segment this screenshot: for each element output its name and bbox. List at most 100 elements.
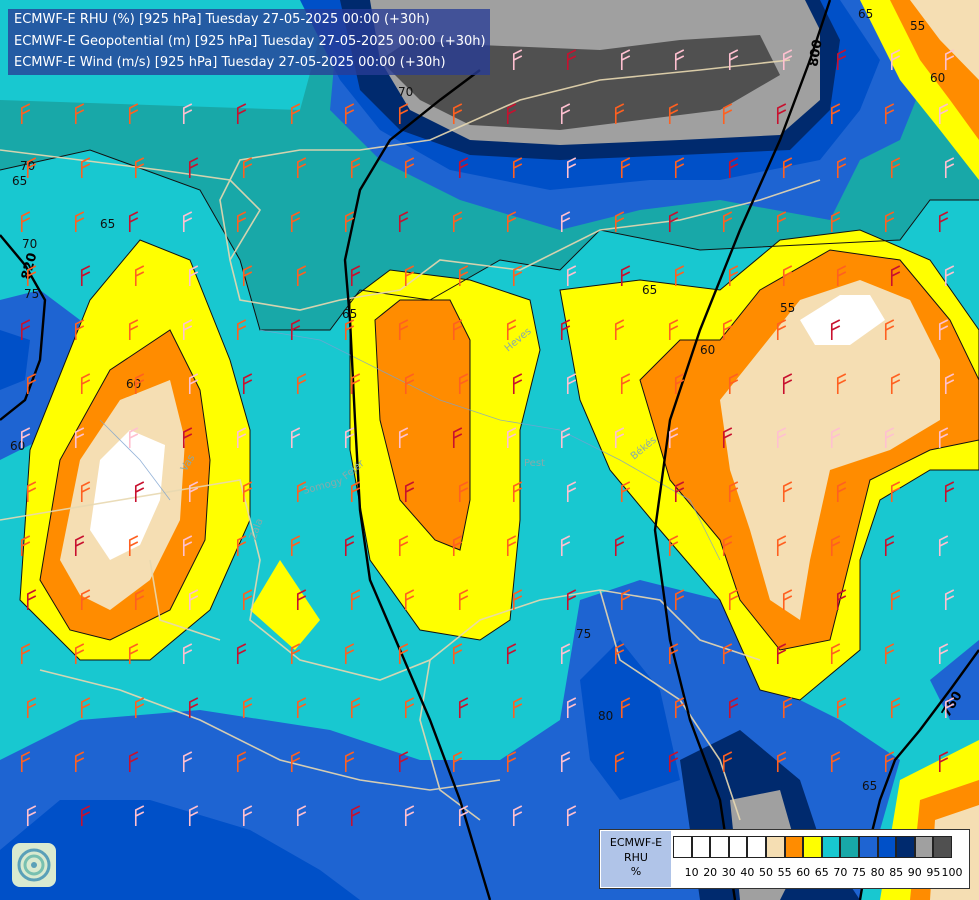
wind-barb xyxy=(728,589,739,610)
wind-barb xyxy=(620,697,631,718)
place-label: Pest xyxy=(524,458,545,469)
wind-barb xyxy=(182,319,193,340)
wind-barb xyxy=(74,751,85,772)
wind-barb xyxy=(566,49,577,70)
wind-barb xyxy=(452,103,463,124)
rhu-title: ECMWF-E RHU (%) [925 hPa] Tuesday 27-05-… xyxy=(14,12,430,27)
wind-barb xyxy=(566,373,577,394)
wind-barb xyxy=(668,643,679,664)
wind-barb xyxy=(242,481,253,502)
wind-barb xyxy=(128,643,139,664)
wind-barb xyxy=(452,211,463,232)
wind-barb xyxy=(350,373,361,394)
wind-barb xyxy=(26,697,37,718)
wind-barb xyxy=(668,211,679,232)
wind-barb xyxy=(188,265,199,286)
wind-barb xyxy=(674,697,685,718)
wind-barb xyxy=(188,373,199,394)
wind-barb xyxy=(506,751,517,772)
wind-barb xyxy=(782,589,793,610)
wind-barb xyxy=(566,481,577,502)
wind-barb xyxy=(506,319,517,340)
wind-barb xyxy=(620,481,631,502)
wind-barb xyxy=(560,319,571,340)
wind-barb xyxy=(404,157,415,178)
legend-tick: 50 xyxy=(759,866,773,879)
wind-barb xyxy=(134,265,145,286)
wind-barb xyxy=(728,157,739,178)
wind-barb xyxy=(728,49,739,70)
wind-barb xyxy=(20,535,31,556)
wind-barb xyxy=(128,103,139,124)
wind-barb xyxy=(776,103,787,124)
legend-swatch xyxy=(728,836,748,858)
wind-barb xyxy=(560,211,571,232)
wind-barb xyxy=(614,751,625,772)
wind-barb xyxy=(506,643,517,664)
wind-barb xyxy=(830,319,841,340)
wind-barb xyxy=(350,697,361,718)
legend-swatch xyxy=(765,836,785,858)
wind-barb xyxy=(80,805,91,826)
ecmwf-logo-icon xyxy=(12,843,56,887)
wind-barb xyxy=(404,589,415,610)
wind-barb xyxy=(236,535,247,556)
legend-tick: 40 xyxy=(740,866,755,879)
wind-barb xyxy=(296,481,307,502)
wind-barb xyxy=(566,265,577,286)
wind-barb xyxy=(182,751,193,772)
rhu-label: 65 xyxy=(100,217,115,231)
wind-barb xyxy=(290,643,301,664)
wind-barb xyxy=(830,103,841,124)
wind-barb xyxy=(458,697,469,718)
wind-barb xyxy=(344,319,355,340)
wind-barb xyxy=(290,211,301,232)
legend-swatch xyxy=(747,836,766,858)
wind-barb xyxy=(398,643,409,664)
rhu-label: 75 xyxy=(24,287,39,301)
wind-barb xyxy=(782,697,793,718)
legend-swatch xyxy=(784,836,804,858)
wind-barb xyxy=(182,427,193,448)
legend-title-line: RHU xyxy=(624,850,648,864)
wind-barb xyxy=(188,589,199,610)
wind-barb xyxy=(182,103,193,124)
legend-swatch xyxy=(821,836,841,858)
wind-barb xyxy=(512,481,523,502)
wind-barb xyxy=(506,535,517,556)
wind-barb xyxy=(296,697,307,718)
wind-barb xyxy=(776,211,787,232)
wind-barb xyxy=(614,319,625,340)
wind-barb xyxy=(344,535,355,556)
legend-swatch xyxy=(877,836,897,858)
wind-barb xyxy=(512,49,523,70)
wind-barb xyxy=(614,211,625,232)
legend-tick: 100 xyxy=(941,866,963,879)
wind-barb xyxy=(290,751,301,772)
wind-barb xyxy=(290,319,301,340)
wind-barb xyxy=(242,697,253,718)
wind-barb xyxy=(836,373,847,394)
wind-barb xyxy=(350,589,361,610)
wind-barb xyxy=(398,535,409,556)
wind-barb xyxy=(944,481,955,502)
wind-barb xyxy=(890,589,901,610)
wind-barb xyxy=(26,373,37,394)
wind-barb xyxy=(938,211,949,232)
wind-barb xyxy=(620,373,631,394)
wind-barb xyxy=(512,805,523,826)
wind-barb xyxy=(620,157,631,178)
wind-barb xyxy=(458,481,469,502)
wind-barb xyxy=(722,535,733,556)
rhu-label: 60 xyxy=(126,377,141,391)
wind-barb xyxy=(296,157,307,178)
wind-barb xyxy=(560,643,571,664)
wind-barb xyxy=(404,373,415,394)
wind-barb xyxy=(188,805,199,826)
wind-barb xyxy=(20,751,31,772)
wind-barb xyxy=(458,373,469,394)
wind-barb xyxy=(344,643,355,664)
wind-barb xyxy=(566,805,577,826)
wind-barb xyxy=(350,157,361,178)
wind-barb xyxy=(836,157,847,178)
